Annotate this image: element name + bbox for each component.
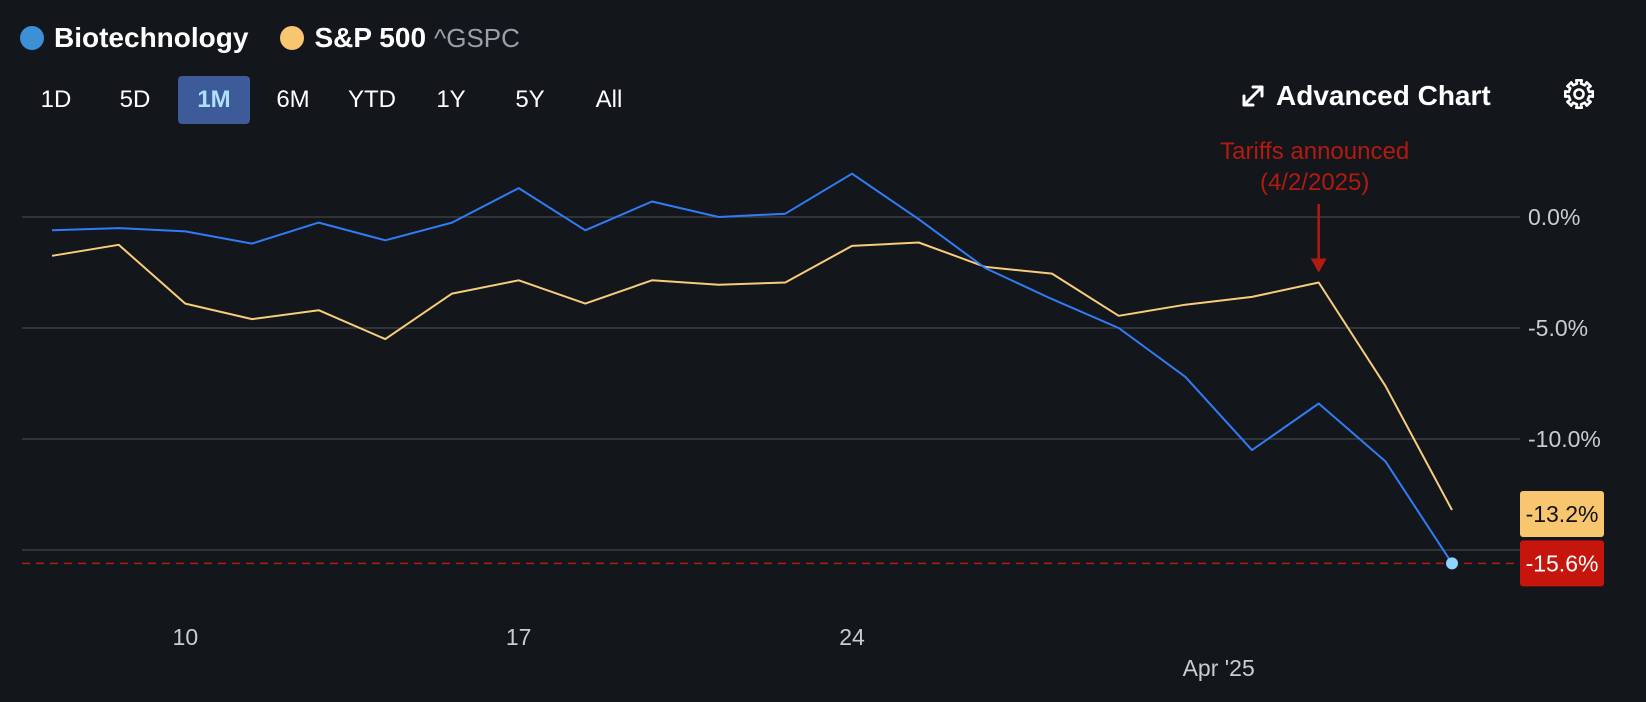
sp500-ticker: ^GSPC [434,22,520,53]
annotation-date: (4/2/2025) [1260,169,1369,196]
sp500-legend-dot [280,26,305,50]
biotechnology-end-dot [1446,557,1458,570]
biotechnology-line [51,172,1453,564]
legend: Biotechnology S&P 500 ^GSPC [20,18,520,58]
timeframe-6m[interactable]: 6M [276,86,310,113]
biotechnology-legend-dot [20,26,44,50]
timeframe-1m[interactable]: 1M [178,76,250,124]
biotechnology-value-badge [1520,540,1604,587]
x-tick-label: 17 [506,624,532,650]
timeframe-5y[interactable]: 5Y [515,86,545,113]
sp500-line [51,241,1453,511]
y-tick-label: 0.0% [1528,204,1580,230]
timeframe-1y[interactable]: 1Y [436,86,466,113]
sp500-value-label: -13.2% [1526,501,1599,527]
advanced-chart-button[interactable]: Advanced Chart [1240,72,1491,120]
advanced-chart-label: Advanced Chart [1276,80,1491,111]
x-tick-label: Apr '25 [1183,655,1255,681]
legend-item-sp500[interactable]: S&P 500 ^GSPC [280,22,520,54]
timeframe-all[interactable]: All [595,86,623,113]
sp500-value-badge [1520,491,1604,538]
biotechnology-value-label: -15.6% [1526,550,1599,576]
x-tick-label: 24 [839,624,865,650]
timeframe-selector: 1D 5D 1M 6M YTD 1Y 5Y All [20,76,652,124]
gear-outline [1563,78,1595,110]
sp500-legend-label: S&P 500 [314,22,427,53]
y-tick-label: -10.0% [1528,426,1601,452]
gear-hub [1573,88,1585,100]
timeframe-ytd[interactable]: YTD [348,86,396,113]
timeframe-5d[interactable]: 5D [119,86,151,113]
gear-icon [1563,78,1595,110]
timeframe-1d[interactable]: 1D [40,86,72,113]
x-tick-label: 10 [173,624,199,650]
y-tick-label: -5.0% [1528,315,1588,341]
legend-item-biotechnology[interactable]: Biotechnology [20,22,248,54]
settings-button[interactable] [1562,77,1596,111]
expand-arrows-icon [1242,85,1264,107]
annotation-title: Tariffs announced [1220,138,1409,165]
annotation-arrow-head [1310,258,1327,273]
biotechnology-legend-label: Biotechnology [54,22,249,53]
